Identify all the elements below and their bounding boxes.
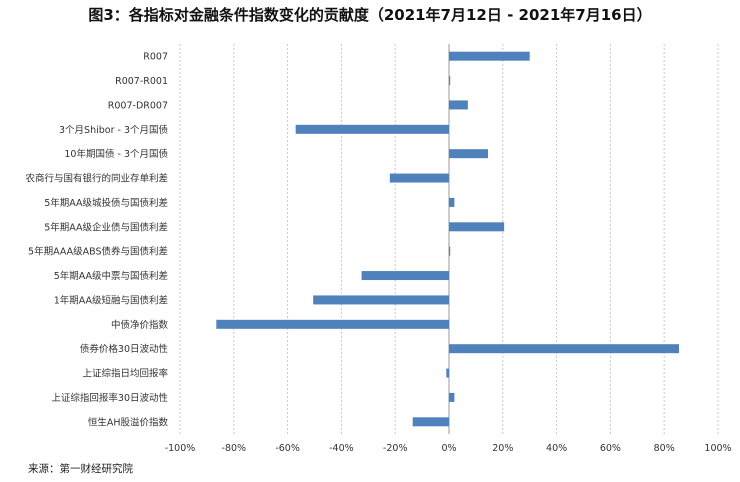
x-tick-label: -20% [383, 443, 408, 454]
x-tick-label: 80% [654, 443, 675, 454]
bar [449, 392, 455, 402]
bar [449, 100, 468, 110]
category-labels: R007 R007-R001 R007-DR007 3个月Shibor - 3个月国债… [25, 52, 168, 429]
bar [412, 417, 449, 427]
category-label: 3个月Shibor - 3个月国债 [59, 124, 168, 136]
category-label: 5年期AA级城投债与国债利差 [44, 197, 168, 209]
bar [389, 173, 449, 183]
bar [313, 295, 449, 305]
category-label: 5年期AA级中票与国债利差 [54, 270, 168, 282]
category-label: R007 [143, 52, 168, 63]
category-label: R007-R001 [115, 76, 168, 87]
bar [449, 149, 489, 159]
category-label: 上证综指回报率30日波动性 [51, 392, 168, 404]
category-label: 中债净价指数 [111, 319, 169, 331]
bar [295, 124, 449, 134]
x-tick-label: -80% [222, 443, 247, 454]
source-note: 来源：第一财经研究院 [28, 463, 133, 475]
bar [449, 344, 679, 354]
chart-title: 图3：各指标对金融条件指数变化的贡献度（2021年7月12日 - 2021年7月… [88, 6, 652, 24]
bar [449, 51, 530, 61]
bar [449, 76, 451, 86]
category-label: 5年期AAA级ABS债券与国债利差 [28, 246, 168, 258]
x-tick-label: -40% [329, 443, 354, 454]
bar [449, 246, 451, 256]
category-label: 1年期AA级短融与国债利差 [54, 294, 168, 306]
category-label: 上证综指日均回报率 [82, 368, 168, 380]
category-label: 恒生AH股溢价指数 [88, 416, 169, 428]
x-tick-label: -60% [275, 443, 300, 454]
x-tick-label: 40% [546, 443, 567, 454]
category-label: R007-DR007 [108, 100, 168, 111]
category-label: 债券价格30日波动性 [80, 343, 169, 355]
x-tick-label: 100% [704, 443, 731, 454]
bar [449, 222, 505, 232]
x-tick-label: 60% [600, 443, 621, 454]
bars [216, 51, 679, 427]
bar [361, 271, 449, 281]
bar [449, 197, 455, 207]
category-label: 10年期国债 - 3个月国债 [64, 148, 168, 160]
x-axis-tick-labels: -100% -80% -60% -40% -20% 0% 20% 40% 60% 80% 100% [165, 443, 732, 454]
category-label: 农商行与国有银行的同业存单利差 [25, 173, 168, 185]
bar [216, 319, 449, 329]
category-label: 5年期AA级企业债与国债利差 [44, 221, 168, 233]
x-tick-label: 20% [492, 443, 513, 454]
bar [446, 368, 449, 378]
x-tick-label: 0% [441, 443, 456, 454]
x-tick-label: -100% [165, 443, 196, 454]
